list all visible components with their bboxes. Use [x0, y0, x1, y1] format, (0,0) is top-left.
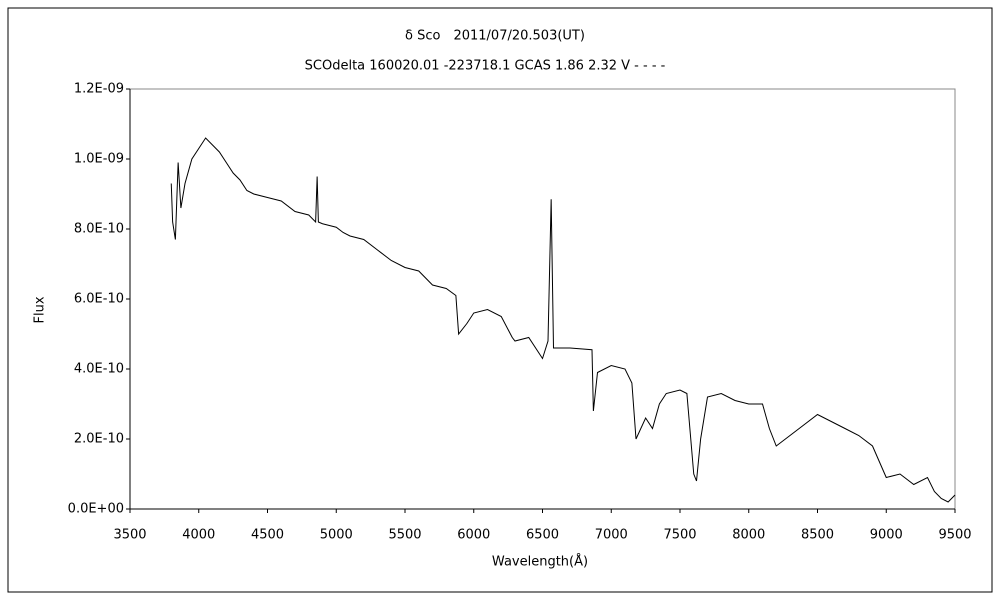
x-axis-label: Wavelength(Å)	[492, 554, 588, 570]
x-tick-label: 7000	[595, 528, 628, 543]
spectrum-line	[170, 137, 956, 503]
x-tick-label: 6500	[526, 528, 559, 543]
x-tick-label: 3500	[113, 528, 146, 543]
x-tick-label: 5500	[388, 528, 421, 543]
x-tick-label: 4000	[182, 528, 215, 543]
x-tick-label: 8500	[801, 528, 834, 543]
x-tick-label: 5000	[320, 528, 353, 543]
y-tick-label: 0.0E+00	[68, 502, 124, 517]
y-tick-label: 6.0E-10	[74, 292, 124, 307]
x-tick-label: 8000	[732, 528, 765, 543]
y-tick-label: 1.2E-09	[74, 82, 124, 97]
chart-subtitle: SCOdelta 160020.01 -223718.1 GCAS 1.86 2…	[305, 59, 666, 74]
y-tick-label: 1.0E-09	[74, 152, 124, 167]
x-tick-label: 7500	[663, 528, 696, 543]
y-tick-label: 2.0E-10	[74, 432, 124, 447]
y-axis-label: Flux	[33, 296, 48, 323]
x-tick-label: 4500	[251, 528, 284, 543]
y-tick-label: 4.0E-10	[74, 362, 124, 377]
x-tick-label: 9000	[870, 528, 903, 543]
chart-frame	[7, 7, 993, 593]
x-tick-label: 6000	[457, 528, 490, 543]
chart-title: δ Sco 2011/07/20.503(UT)	[405, 29, 585, 44]
y-tick-label: 8.0E-10	[74, 222, 124, 237]
x-tick-label: 9500	[938, 528, 971, 543]
